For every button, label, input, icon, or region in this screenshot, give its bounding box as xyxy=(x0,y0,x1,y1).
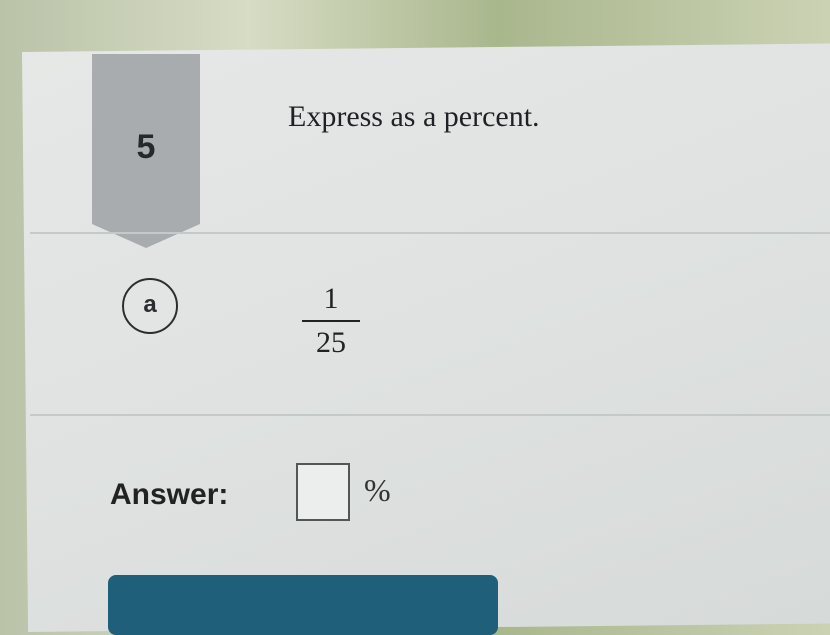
question-number: 5 xyxy=(136,128,156,166)
answer-label: Answer: xyxy=(110,478,229,511)
fraction-bar xyxy=(302,320,360,322)
part-label: a xyxy=(122,278,178,334)
divider xyxy=(30,414,830,416)
question-prompt: Express as a percent. xyxy=(288,100,540,133)
question-number-badge xyxy=(92,54,200,224)
answer-input[interactable] xyxy=(296,463,350,521)
divider xyxy=(30,232,830,234)
fraction: 1 25 xyxy=(296,282,366,360)
badge-tip xyxy=(92,224,200,248)
submit-button[interactable] xyxy=(108,575,498,635)
fraction-denominator: 25 xyxy=(316,326,346,359)
fraction-numerator: 1 xyxy=(323,282,339,315)
percent-unit: % xyxy=(364,472,391,508)
